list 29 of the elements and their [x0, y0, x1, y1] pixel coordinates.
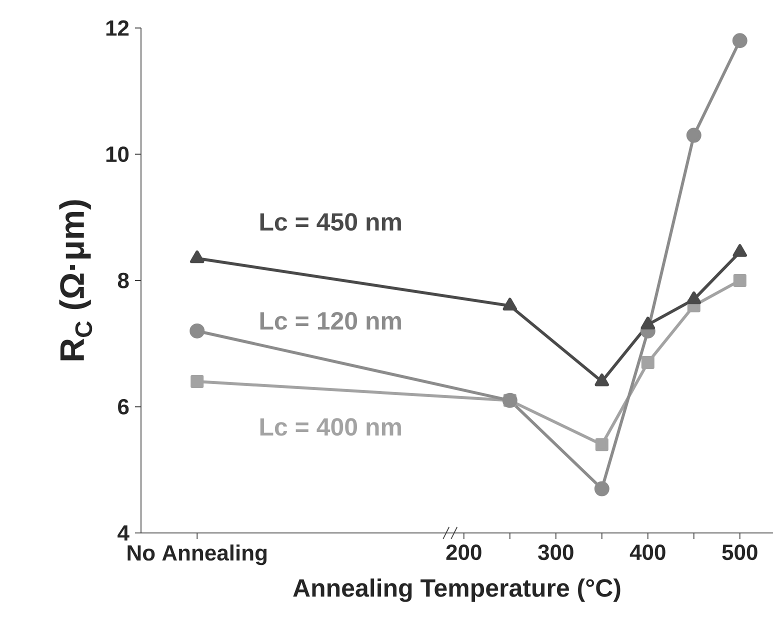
x-tick-label: 300 [538, 544, 574, 560]
point [732, 244, 748, 257]
point [732, 33, 748, 48]
x-tick-label: 500 [722, 544, 758, 560]
series-label: Lc = 120 nm [260, 312, 401, 330]
series-label: Lc = 450 nm [260, 213, 401, 231]
series-label: Lc = 400 nm [260, 418, 401, 436]
point [686, 291, 702, 304]
point [595, 438, 608, 452]
x-tick-label: 400 [630, 544, 666, 560]
y-tick-label: 6 [118, 398, 129, 415]
point [190, 323, 205, 338]
y-tick-label: 8 [118, 272, 129, 288]
point [594, 373, 610, 386]
point [640, 316, 656, 330]
point [686, 128, 702, 143]
x-tick-label: 200 [446, 544, 482, 560]
y-axis-title: R$_{C}$ (Ω·μm) [59, 200, 92, 360]
point [641, 356, 654, 370]
point [594, 481, 610, 496]
point [190, 374, 204, 388]
y-tick-label: 4 [118, 525, 130, 541]
point [502, 298, 518, 310]
point [190, 250, 204, 264]
y-tick-label: 10 [106, 146, 129, 162]
x-tick-label: No Annealing [128, 544, 267, 566]
point [733, 274, 746, 287]
y-tick-label: 12 [106, 20, 129, 36]
x-axis-title: Annealing Temperature (°C) [293, 578, 620, 602]
